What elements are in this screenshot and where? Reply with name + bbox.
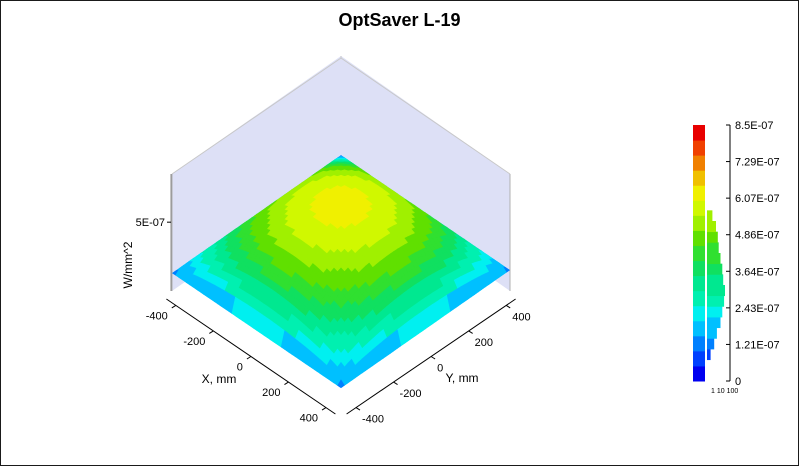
colorbar-segment — [693, 245, 705, 262]
colorbar-tick-label: 1.21E-07 — [735, 339, 780, 351]
colorbar-segment — [693, 155, 705, 171]
colorbar-tick-label: 8.5E-07 — [735, 120, 774, 132]
colorbar-tick-label: 6.07E-07 — [735, 193, 780, 205]
z-axis-label: W/mm^2 — [121, 241, 135, 288]
x-tick-label: 400 — [300, 413, 318, 425]
colorbar-segment — [693, 365, 705, 382]
y-tick-label: 0 — [437, 363, 443, 375]
y-tick-mark — [355, 407, 361, 411]
x-tick-mark — [246, 356, 252, 360]
colorbar-histogram-bar — [707, 295, 725, 307]
colorbar-histogram-scale: 1 10 100 — [711, 388, 738, 395]
colorbar-histogram-bar — [707, 327, 717, 339]
colorbar-histogram-bar — [707, 231, 718, 243]
x-tick-mark — [171, 304, 177, 309]
colorbar-histogram-bar — [707, 338, 715, 350]
y-tick-mark — [468, 330, 473, 334]
colorbar-segment — [693, 335, 705, 352]
colorbar-segment — [693, 260, 705, 277]
y-tick-mark — [393, 381, 398, 385]
x-tick-label: 200 — [262, 387, 280, 399]
colorbar-histogram-bar — [707, 285, 725, 297]
y-tick-label: -400 — [362, 414, 384, 426]
colorbar-segment — [693, 350, 705, 367]
colorbar-tick-label: 0 — [735, 376, 741, 388]
colorbar-segment — [693, 170, 705, 186]
colorbar-histogram-bar — [707, 253, 721, 265]
colorbar-tick-label: 7.29E-07 — [735, 157, 780, 169]
colorbar-histogram-bar — [707, 317, 721, 329]
y-tick-label: 200 — [475, 337, 493, 349]
y-tick-label: -200 — [400, 388, 422, 400]
x-tick-label: 0 — [237, 362, 243, 374]
colorbar-segment — [693, 230, 705, 246]
box-edge-right-top — [340, 57, 511, 175]
x-tick-mark — [321, 407, 327, 411]
colorbar-histogram-bar — [707, 274, 724, 286]
colorbar-segment — [693, 200, 705, 216]
x-tick-mark — [209, 330, 214, 334]
colorbar-tick-label: 3.64E-07 — [735, 266, 780, 278]
colorbar-histogram-bar — [707, 306, 723, 318]
y-tick-label: 400 — [512, 311, 530, 323]
x-axis-label: X, mm — [202, 372, 237, 386]
y-axis-line — [346, 298, 516, 415]
colorbar-segment — [693, 140, 705, 156]
z-tick-label: 5E-07 — [136, 217, 165, 229]
x-tick-label: -200 — [183, 336, 205, 348]
colorbar-histogram-bar — [707, 263, 723, 275]
x-tick-mark — [284, 381, 289, 385]
colorbar-segment — [693, 125, 705, 141]
back-wall-left — [172, 56, 341, 291]
chart-title: OptSaver L-19 — [338, 10, 461, 30]
colorbar-histogram-bar — [707, 349, 711, 361]
colorbar-segment — [693, 215, 705, 231]
colorbar-segment — [693, 185, 705, 201]
colorbar-segment — [693, 290, 705, 307]
y-tick-mark — [430, 356, 436, 360]
colorbar-segment — [693, 320, 705, 337]
colorbar-histogram-bar — [707, 221, 716, 233]
colorbar-tick-label: 4.86E-07 — [735, 230, 780, 242]
surface-cell — [337, 379, 345, 389]
y-tick-mark — [505, 304, 511, 309]
box-edge-left-top — [171, 57, 342, 175]
y-axis-label: Y, mm — [445, 371, 478, 385]
colorbar-histogram-bar — [707, 242, 719, 254]
back-wall-right — [341, 56, 510, 291]
colorbar-histogram-bar — [707, 210, 713, 222]
colorbar-segment — [693, 305, 705, 322]
x-tick-label: -400 — [146, 310, 168, 322]
colorbar-segment — [693, 275, 705, 292]
colorbar-tick-label: 2.43E-07 — [735, 303, 780, 315]
